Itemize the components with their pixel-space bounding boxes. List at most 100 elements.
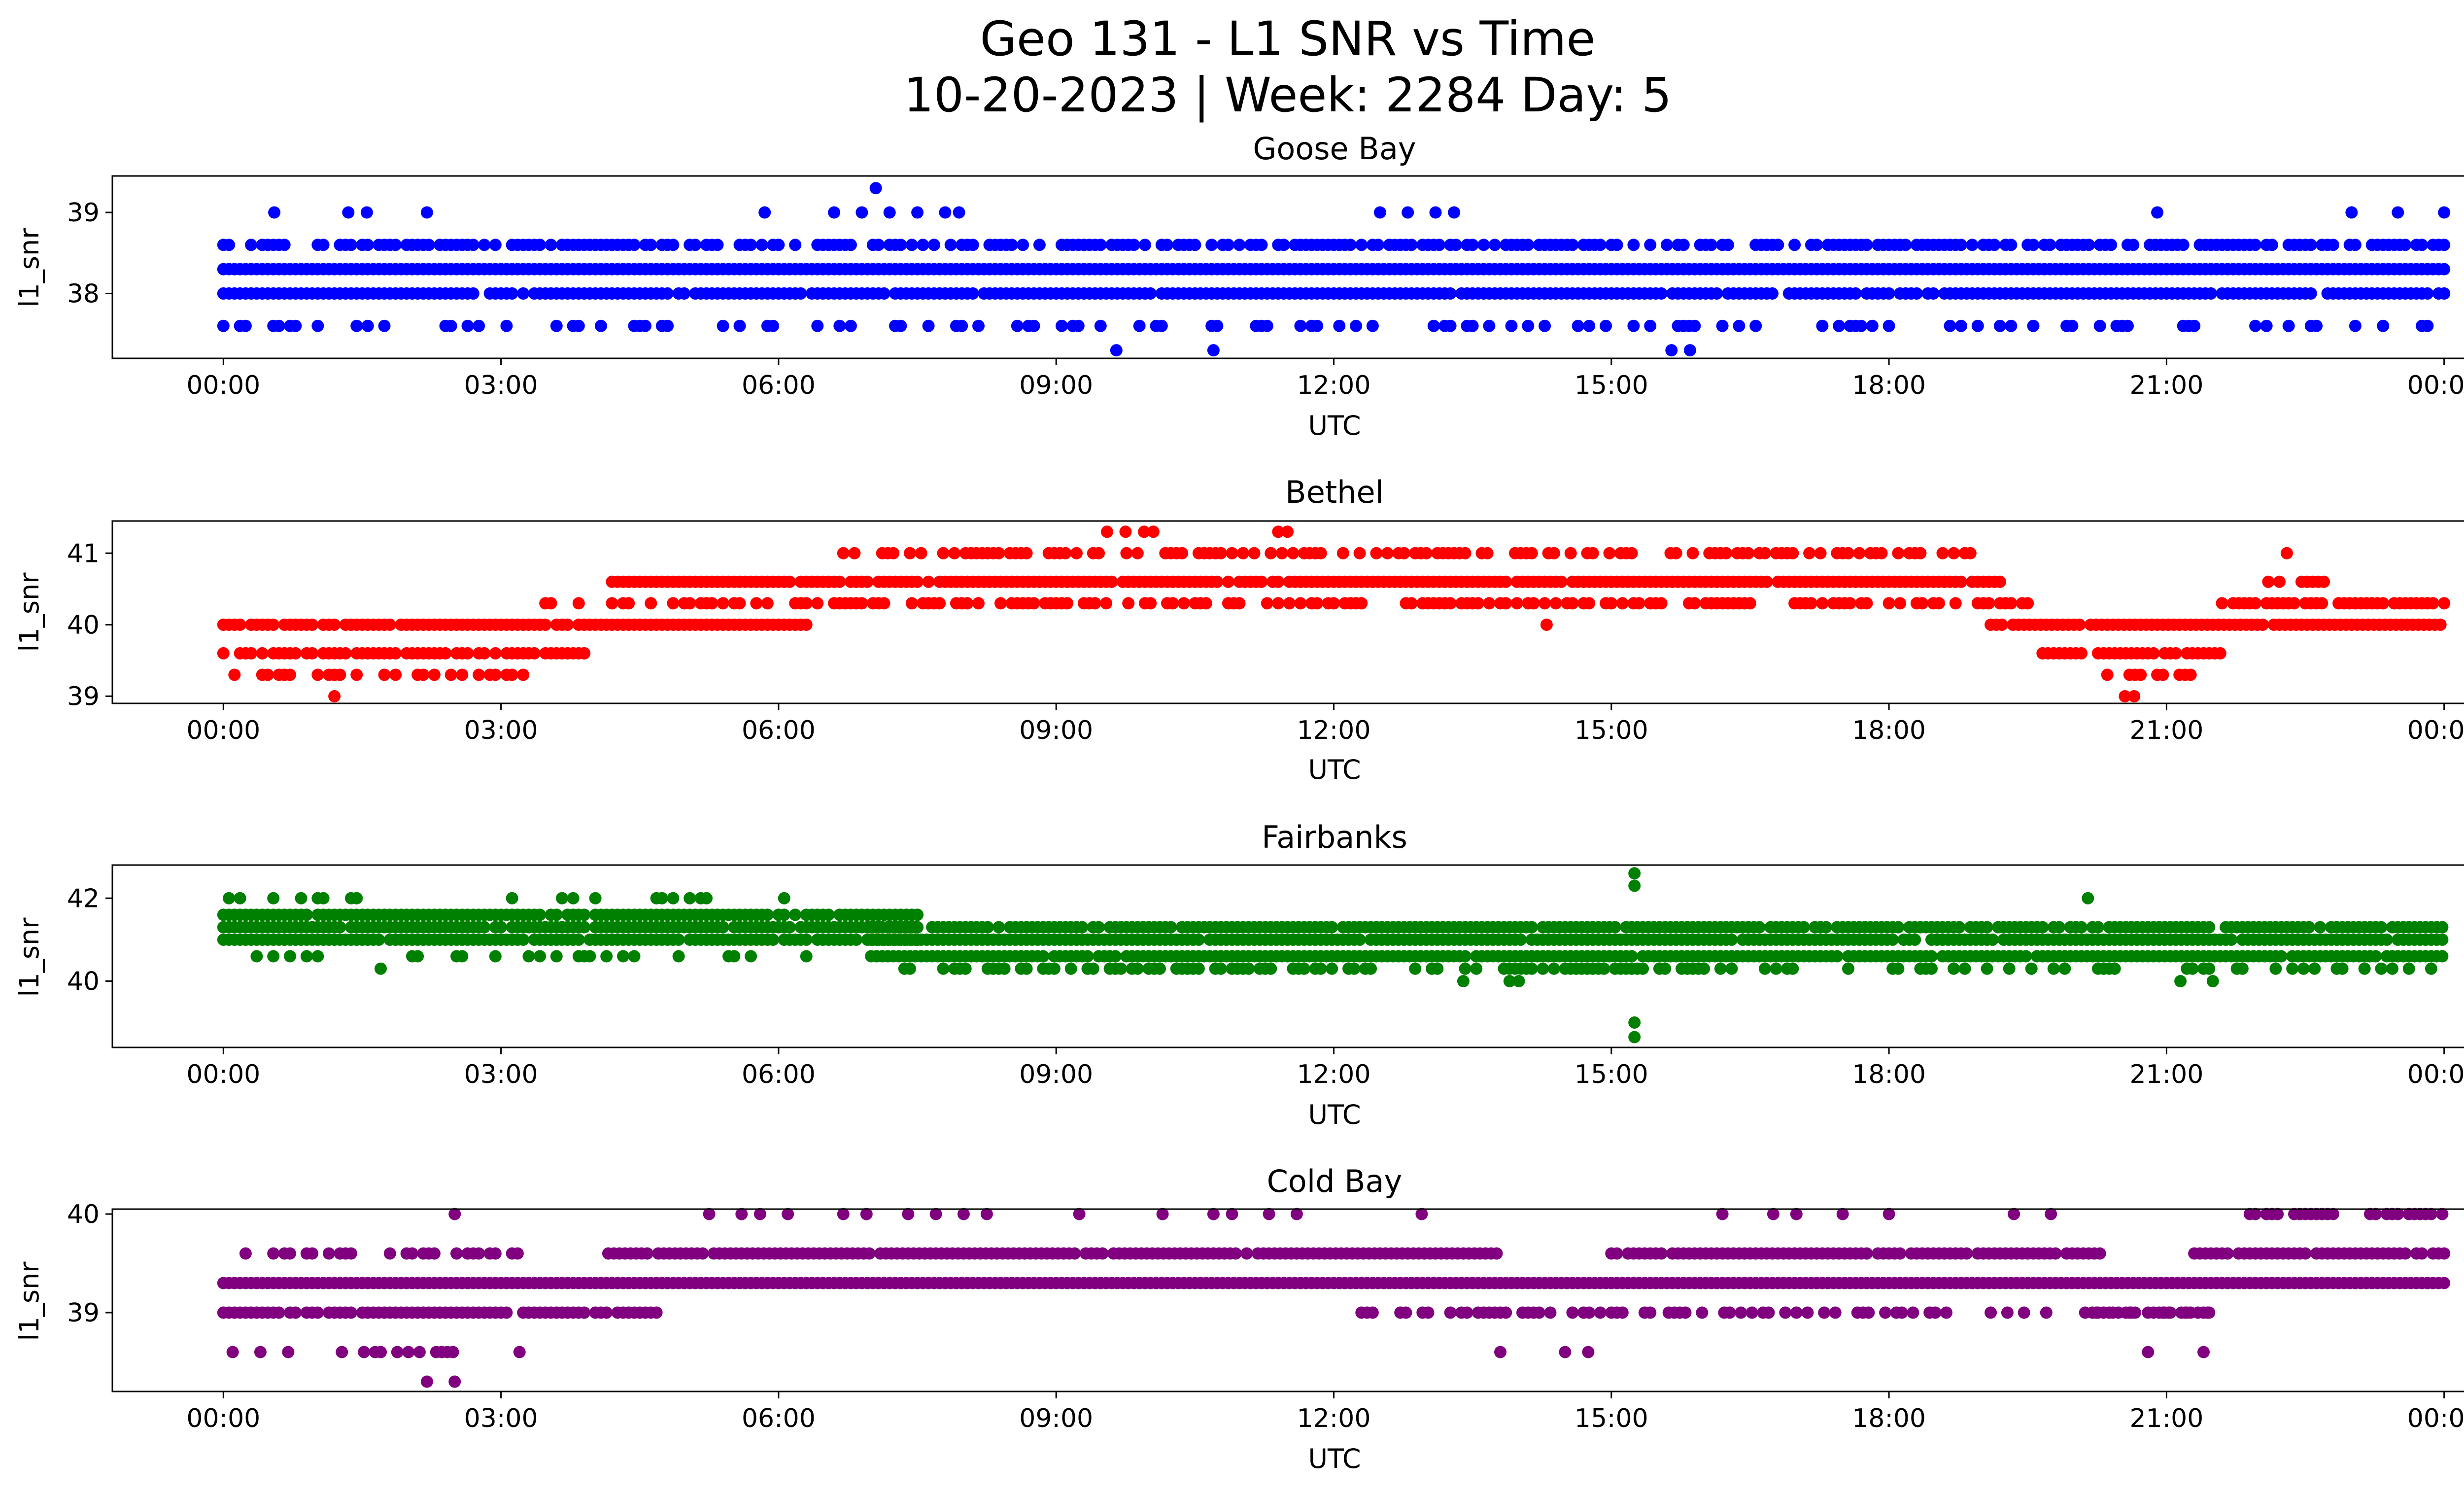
data-point [2093, 319, 2106, 332]
data-point [2262, 575, 2275, 588]
data-point [1586, 547, 1599, 559]
data-point [844, 319, 857, 332]
data-point [2005, 319, 2018, 332]
data-point [1275, 547, 1288, 559]
data-point [402, 1346, 415, 1358]
data-point [467, 287, 479, 300]
data-band [539, 597, 585, 610]
data-point [311, 950, 324, 963]
data-band [336, 1346, 459, 1358]
data-point [1166, 597, 1179, 610]
data-point [478, 239, 491, 251]
data-point [1572, 319, 1584, 332]
data-point [1120, 547, 1133, 559]
data-point [2177, 239, 2190, 251]
data-point [1444, 319, 1457, 332]
data-point [887, 547, 900, 559]
panel-title: Cold Bay [1267, 1163, 1403, 1199]
data-band [250, 950, 813, 963]
data-point [1929, 1306, 1942, 1319]
data-point [2169, 647, 2182, 660]
x-tick-label: 09:00 [1019, 1404, 1093, 1433]
data-point [1226, 547, 1238, 559]
data-band [898, 962, 1711, 975]
data-point [1842, 962, 1854, 975]
data-band [865, 933, 2449, 946]
data-point [883, 206, 896, 219]
data-point [878, 597, 890, 610]
data-point [733, 597, 746, 610]
x-tick-label: 00:00 [186, 1404, 260, 1433]
data-point [761, 908, 774, 921]
x-tick-label: 03:00 [464, 1404, 538, 1433]
data-point [2421, 287, 2434, 300]
data-point [267, 1247, 280, 1260]
data-point [1154, 962, 1166, 975]
data-point [778, 908, 790, 921]
y-axis-label: l1_snr [14, 228, 45, 308]
data-point [226, 1346, 239, 1358]
data-point [1936, 547, 1949, 559]
data-point [1892, 921, 1905, 934]
data-point [2203, 962, 2216, 975]
data-point [2184, 668, 2197, 681]
data-point [267, 892, 280, 904]
data-point [800, 618, 813, 631]
data-point [1818, 1306, 1831, 1319]
y-tick-label: 39 [67, 1298, 100, 1328]
data-point [268, 206, 281, 219]
data-point [1829, 1306, 1842, 1319]
data-point [1020, 547, 1033, 559]
data-point [1525, 547, 1538, 559]
data-point [1688, 319, 1701, 332]
data-point [2416, 239, 2429, 251]
data-point [1679, 1306, 1692, 1319]
data-point [753, 1208, 766, 1220]
panel-goose-bay: Goose Bay l1_snr UTC [14, 131, 1416, 441]
data-point [2316, 597, 2328, 610]
data-point [1272, 575, 1285, 588]
data-point [2108, 962, 2121, 975]
data-point [1248, 547, 1261, 559]
data-point [2045, 1208, 2057, 1220]
data-point [420, 1375, 433, 1388]
data-point [1953, 921, 1966, 934]
data-point [282, 1346, 295, 1358]
data-point [517, 668, 530, 681]
data-point [861, 575, 874, 588]
data-point [1981, 921, 1993, 934]
data-point [2053, 921, 2066, 934]
data-point [800, 950, 813, 963]
data-point [572, 319, 585, 332]
data-point [278, 239, 291, 251]
data-point [1211, 575, 1224, 588]
data-point [1037, 950, 1050, 963]
data-point [1583, 1306, 1596, 1319]
data-point [2438, 263, 2451, 276]
data-point [311, 668, 324, 681]
data-point [375, 1346, 387, 1358]
data-point [1105, 575, 1118, 588]
data-point [1365, 962, 1377, 975]
data-point [1115, 962, 1128, 975]
data-point [406, 1247, 418, 1260]
data-point [1547, 962, 1560, 975]
data-point [1405, 597, 1418, 610]
data-point [1955, 575, 1967, 588]
data-point [417, 668, 430, 681]
data-point [567, 892, 580, 904]
data-point [1147, 525, 1160, 538]
panel-bethel: Bethel l1_snr UTC [14, 474, 1384, 785]
data-point [2249, 319, 2262, 332]
data-point [1633, 597, 1645, 610]
data-point [2075, 647, 2088, 660]
data-band [217, 921, 924, 934]
x-tick-label: 09:00 [1019, 1060, 1093, 1089]
data-point [2025, 962, 2038, 975]
data-point [1860, 1247, 1873, 1260]
data-point [445, 668, 457, 681]
data-point [1564, 547, 1577, 559]
data-point [2019, 950, 2032, 963]
data-point [344, 1247, 357, 1260]
data-point [700, 892, 713, 904]
